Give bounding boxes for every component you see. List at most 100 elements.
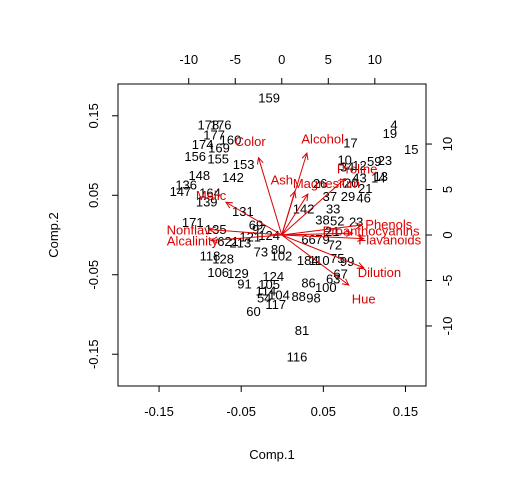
loading-arrow: Alcalinity	[167, 233, 282, 248]
point-label: 4	[390, 117, 397, 132]
point-label: 73	[254, 244, 268, 259]
loading-arrow: Flavanoids	[281, 232, 422, 247]
point-label: 98	[306, 291, 320, 306]
point-label: 59	[367, 154, 381, 169]
right-tick-label: 0	[440, 231, 455, 238]
point-label: 13	[374, 169, 388, 184]
loading-line	[281, 234, 364, 269]
point-label: 169	[208, 140, 230, 155]
loadings-layer: Color Alcohol Proline Ash Magnesium Malic Phen…	[167, 131, 422, 306]
point-label: 91	[237, 276, 251, 291]
loading-arrowhead	[357, 234, 365, 242]
point-label: 124	[258, 228, 280, 243]
point-label: 136	[175, 178, 197, 193]
point-label: 81	[295, 323, 309, 338]
loading-arrowhead	[209, 236, 218, 244]
loading-label: Dilution	[358, 265, 401, 280]
left-axis: -0.15 -0.05 0.05 0.15	[86, 103, 119, 369]
point-label: 38	[315, 213, 329, 228]
point-label: 15	[404, 142, 418, 157]
point-label: 128	[212, 252, 234, 267]
loading-arrowhead	[338, 177, 346, 186]
point-label: 17	[343, 136, 357, 151]
point-label: 142	[222, 170, 244, 185]
point-label: 155	[207, 152, 229, 167]
loading-arrow: Ash	[271, 172, 297, 236]
loading-label: Proline	[337, 162, 377, 177]
point-label: 177	[203, 128, 225, 143]
top-tick-label: -10	[179, 52, 198, 67]
point-label: 160	[220, 132, 242, 147]
point-label: 139	[196, 194, 218, 209]
loading-arrow: Hue	[281, 234, 376, 307]
right-tick-label: 10	[440, 137, 455, 151]
point-label: 34	[340, 159, 354, 174]
point-label: 86	[301, 275, 315, 290]
point-label: 176	[210, 117, 232, 132]
point-label: 153	[233, 157, 255, 172]
bottom-axis: -0.15 -0.05 0.05 0.15	[144, 385, 418, 419]
point-label: 102	[271, 248, 293, 263]
loading-line	[281, 178, 346, 236]
loading-label: Hue	[352, 292, 376, 307]
loading-arrowhead	[256, 156, 264, 165]
y-axis-label: Comp.2	[46, 212, 61, 258]
top-tick-label: -5	[229, 52, 241, 67]
point-label: 148	[188, 168, 210, 183]
top-tick-label: 5	[325, 52, 332, 67]
loading-arrowhead	[208, 226, 216, 234]
point-label: 129	[227, 266, 249, 281]
point-label: 104	[268, 287, 290, 302]
loading-line	[281, 224, 362, 236]
point-label: 69	[249, 217, 263, 232]
loading-arrowhead	[355, 222, 363, 230]
loading-arrowhead	[345, 229, 354, 237]
point-label: 114	[255, 283, 276, 298]
loading-line	[209, 229, 282, 236]
loading-arrow: Proline	[281, 162, 377, 236]
loading-label: Proanthocyanins	[323, 223, 420, 238]
loading-line	[211, 234, 282, 241]
point-label: 124	[262, 269, 284, 284]
loading-line	[281, 193, 309, 236]
point-label: 80	[271, 242, 285, 257]
point-label: 79	[315, 232, 329, 247]
point-label: 164	[199, 186, 221, 201]
loading-label: Magnesium	[293, 176, 360, 191]
loading-line	[225, 201, 283, 236]
loading-arrowhead	[224, 201, 233, 209]
point-label: 184	[297, 253, 319, 268]
right-tick-label: 5	[440, 186, 455, 193]
point-label: 43	[352, 171, 366, 186]
point-label: 178	[197, 117, 219, 132]
point-label: 52	[330, 213, 344, 228]
loading-label: Alcohol	[301, 131, 344, 146]
point-label: 21	[358, 181, 372, 196]
loading-arrowhead	[289, 190, 297, 199]
top-tick-label: 10	[368, 52, 382, 67]
loading-label: Ash	[271, 172, 293, 187]
point-label: 105	[258, 277, 280, 292]
point-label: 19	[383, 126, 397, 141]
point-label: 100	[315, 280, 337, 295]
point-label: 147	[170, 184, 192, 199]
loading-arrowhead	[301, 152, 309, 161]
loading-arrow: Dilution	[281, 234, 401, 280]
loading-label: Phenols	[365, 217, 412, 232]
point-label: 29	[341, 189, 355, 204]
y-tick-label: -0.15	[86, 339, 101, 369]
loading-line	[281, 234, 350, 286]
point-label: 26	[313, 176, 327, 191]
right-axis: -10 -5 0 5 10	[425, 137, 455, 336]
point-label: 142	[293, 202, 315, 217]
point-label: 117	[265, 297, 286, 312]
point-label: 21	[325, 224, 339, 239]
loading-arrow: Phenols	[281, 217, 413, 236]
point-label: 213	[230, 236, 252, 251]
loading-arrowhead	[341, 278, 350, 286]
right-tick-label: -10	[440, 317, 455, 336]
point-label: 23	[378, 153, 392, 168]
x-tick-label: 0.05	[311, 404, 336, 419]
